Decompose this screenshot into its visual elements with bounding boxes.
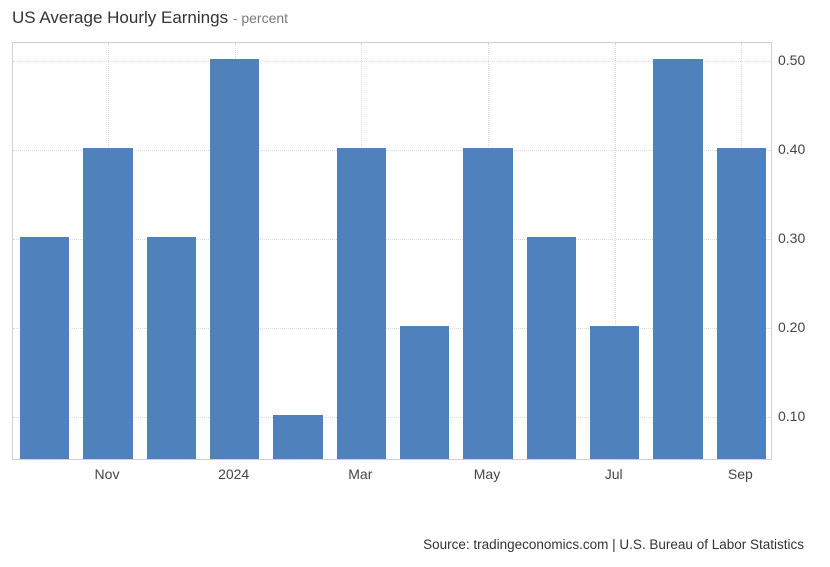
bar — [590, 326, 639, 459]
plot-area — [12, 42, 772, 460]
bar — [400, 326, 449, 459]
plot-wrap: 0.10 0.20 0.30 0.40 0.50 Nov 2024 Mar May Jul Sep — [12, 42, 818, 494]
source-attribution: Source: tradingeconomics.com | U.S. Bure… — [423, 537, 804, 552]
chart-title: US Average Hourly Earnings - percent — [12, 8, 818, 42]
y-tick-label: 0.30 — [778, 230, 805, 246]
bar — [717, 148, 766, 459]
bar — [210, 59, 259, 459]
x-tick-label: 2024 — [218, 466, 249, 482]
x-tick-label: May — [474, 466, 500, 482]
bar — [653, 59, 702, 459]
bar — [337, 148, 386, 459]
x-tick-label: Jul — [605, 466, 623, 482]
bar — [273, 415, 322, 459]
y-tick-label: 0.40 — [778, 141, 805, 157]
x-tick-label: Nov — [95, 466, 120, 482]
title-main: US Average Hourly Earnings — [12, 8, 228, 27]
x-tick-label: Mar — [348, 466, 372, 482]
x-tick-label: Sep — [728, 466, 753, 482]
chart-container: US Average Hourly Earnings - percent 0.1… — [12, 8, 818, 558]
bar — [527, 237, 576, 459]
y-tick-label: 0.10 — [778, 408, 805, 424]
bar — [147, 237, 196, 459]
bar — [20, 237, 69, 459]
bar — [83, 148, 132, 459]
title-sub: - percent — [233, 10, 288, 26]
y-tick-label: 0.50 — [778, 52, 805, 68]
y-tick-label: 0.20 — [778, 319, 805, 335]
bar — [463, 148, 512, 459]
